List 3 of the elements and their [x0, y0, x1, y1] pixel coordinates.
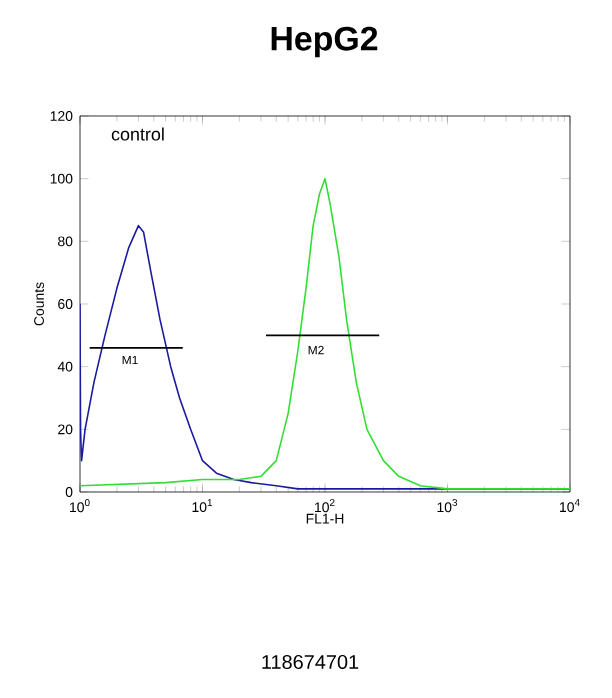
text: 118674701	[262, 654, 359, 670]
chart-title: HepG2	[271, 26, 378, 58]
annotation: control	[111, 127, 164, 141]
